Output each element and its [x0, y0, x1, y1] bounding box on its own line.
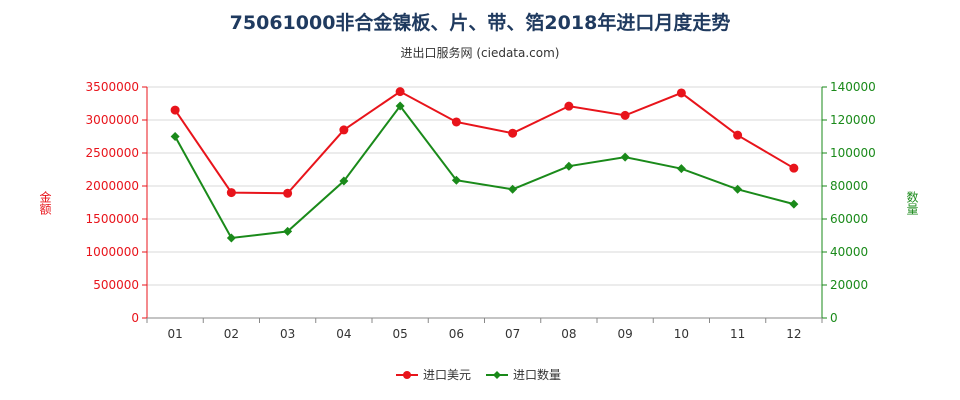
legend-label: 进口美元: [423, 368, 471, 382]
data-point: [733, 130, 743, 140]
x-tick-label: 02: [224, 327, 239, 341]
y-right-tick-label: 140000: [830, 80, 876, 94]
y-left-tick-label: 2000000: [86, 179, 139, 193]
data-point: [676, 88, 686, 98]
data-point: [283, 226, 293, 236]
data-point: [283, 188, 293, 198]
y-left-axis-label: 金额: [38, 190, 52, 216]
y-left-tick-label: 500000: [93, 278, 139, 292]
data-point: [508, 184, 518, 194]
legend: 进口美元 进口数量: [396, 367, 561, 382]
data-point: [789, 199, 799, 209]
legend-label: 进口数量: [513, 367, 561, 382]
x-tick-label: 01: [167, 327, 182, 341]
x-tick-label: 11: [730, 327, 745, 341]
series-line: [174, 90, 795, 195]
data-point: [170, 105, 180, 115]
x-tick-label: 05: [392, 327, 407, 341]
data-point: [226, 233, 236, 243]
data-point: [170, 132, 180, 141]
y-left-tick-label: 1000000: [86, 245, 139, 259]
data-point: [226, 188, 236, 198]
data-point: [564, 161, 574, 171]
data-point: [339, 125, 349, 135]
y-right-tick-label: 120000: [830, 113, 876, 127]
data-point: [508, 128, 518, 138]
series-line: [174, 104, 795, 240]
y-right-tick-label: 60000: [830, 212, 868, 226]
data-point: [676, 164, 686, 174]
chart-title: 75061000非合金镍板、片、带、箔2018年进口月度走势: [229, 12, 731, 34]
data-point: [620, 110, 630, 120]
x-tick-label: 07: [505, 327, 520, 341]
y-right-tick-label: 40000: [830, 245, 868, 259]
data-point: [339, 176, 349, 186]
data-point: [451, 117, 461, 127]
x-tick-label: 09: [617, 327, 632, 341]
data-point: [451, 175, 461, 185]
y-left-tick-label: 3000000: [86, 113, 139, 127]
x-tick-label: 06: [449, 327, 464, 341]
x-tick-label: 03: [280, 327, 295, 341]
x-tick-label: 08: [561, 327, 576, 341]
data-point: [620, 152, 630, 162]
axes: 0500000100000015000002000000250000030000…: [38, 80, 919, 341]
data-point: [733, 184, 743, 194]
y-left-tick-label: 2500000: [86, 146, 139, 160]
legend-marker: [493, 371, 501, 379]
y-right-axis-label: 数量: [905, 190, 919, 215]
y-right-tick-label: 80000: [830, 179, 868, 193]
y-right-tick-label: 20000: [830, 278, 868, 292]
x-tick-label: 12: [786, 327, 801, 341]
y-left-tick-label: 3500000: [86, 80, 139, 94]
chart-subtitle: 进出口服务网 (ciedata.com): [400, 46, 560, 60]
data-point: [395, 101, 405, 111]
y-right-tick-label: 100000: [830, 146, 876, 160]
x-tick-label: 04: [336, 327, 351, 341]
legend-marker: [403, 371, 411, 379]
data-point: [564, 101, 574, 111]
grid-lines: [147, 86, 822, 286]
data-point: [395, 87, 405, 97]
y-left-tick-label: 1500000: [86, 212, 139, 226]
y-right-tick-label: 0: [830, 311, 838, 325]
series: [170, 87, 799, 243]
data-point: [789, 163, 799, 173]
x-tick-label: 10: [674, 327, 689, 341]
y-left-tick-label: 0: [131, 311, 139, 325]
